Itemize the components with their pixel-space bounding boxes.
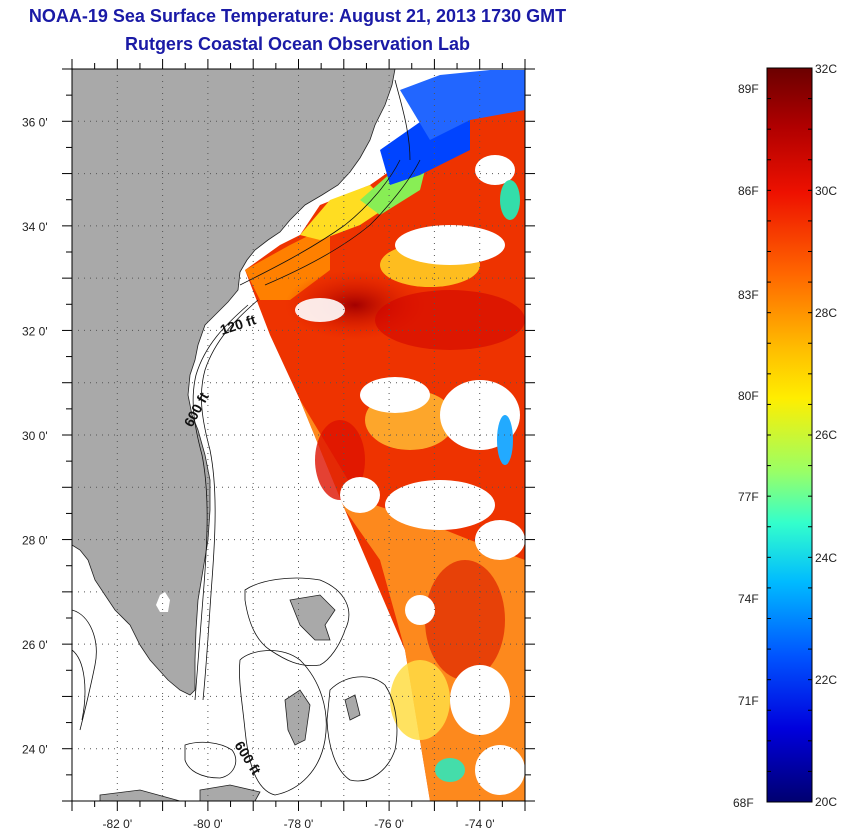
latitude-label: 30 0' (22, 429, 48, 443)
bathymetry-contours (72, 79, 421, 796)
longitude-labels: -82 0' -80 0' -78 0' -76 0' -74 0' (102, 817, 494, 831)
colorbar-c-label: 30C (815, 184, 838, 198)
colorbar-f-label: 68F (733, 796, 754, 810)
axis-ticks (62, 59, 535, 811)
graticule (72, 69, 525, 801)
longitude-label: -80 0' (193, 817, 223, 831)
colorbar-c-label: 26C (815, 428, 838, 442)
map-subtitle: Rutgers Coastal Ocean Observation Lab (124, 34, 471, 54)
latitude-labels: 36 0' 34 0' 32 0' 30 0' 28 0' 26 0' 24 0' (22, 115, 48, 756)
colorbar-c-label: 24C (815, 551, 838, 565)
colorbar-c-label: 32C (815, 62, 838, 76)
colorbar-f-label: 80F (738, 389, 759, 403)
latitude-label: 24 0' (22, 743, 48, 757)
colorbar-c-label: 28C (815, 306, 838, 320)
land (72, 69, 396, 801)
colorbar-f-label: 71F (738, 694, 759, 708)
colorbar-ticks (767, 67, 812, 803)
longitude-label: -82 0' (102, 817, 132, 831)
colorbar-f-label: 83F (738, 288, 759, 302)
map-title: NOAA-19 Sea Surface Temperature: August … (28, 6, 567, 26)
colorbar-f-label: 77F (738, 490, 759, 504)
latitude-label: 28 0' (22, 534, 48, 548)
longitude-label: -76 0' (374, 817, 404, 831)
colorbar-c-label: 20C (815, 795, 838, 809)
latitude-label: 26 0' (22, 638, 48, 652)
latitude-label: 34 0' (22, 220, 48, 234)
latitude-label: 36 0' (22, 115, 48, 129)
longitude-label: -74 0' (465, 817, 495, 831)
colorbar-c-label: 22C (815, 673, 838, 687)
colorbar-f-label: 74F (738, 592, 759, 606)
latitude-label: 32 0' (22, 324, 48, 338)
colorbar-f-label: 86F (738, 184, 759, 198)
longitude-label: -78 0' (284, 817, 314, 831)
colorbar (766, 67, 813, 803)
colorbar-f-label: 89F (738, 82, 759, 96)
